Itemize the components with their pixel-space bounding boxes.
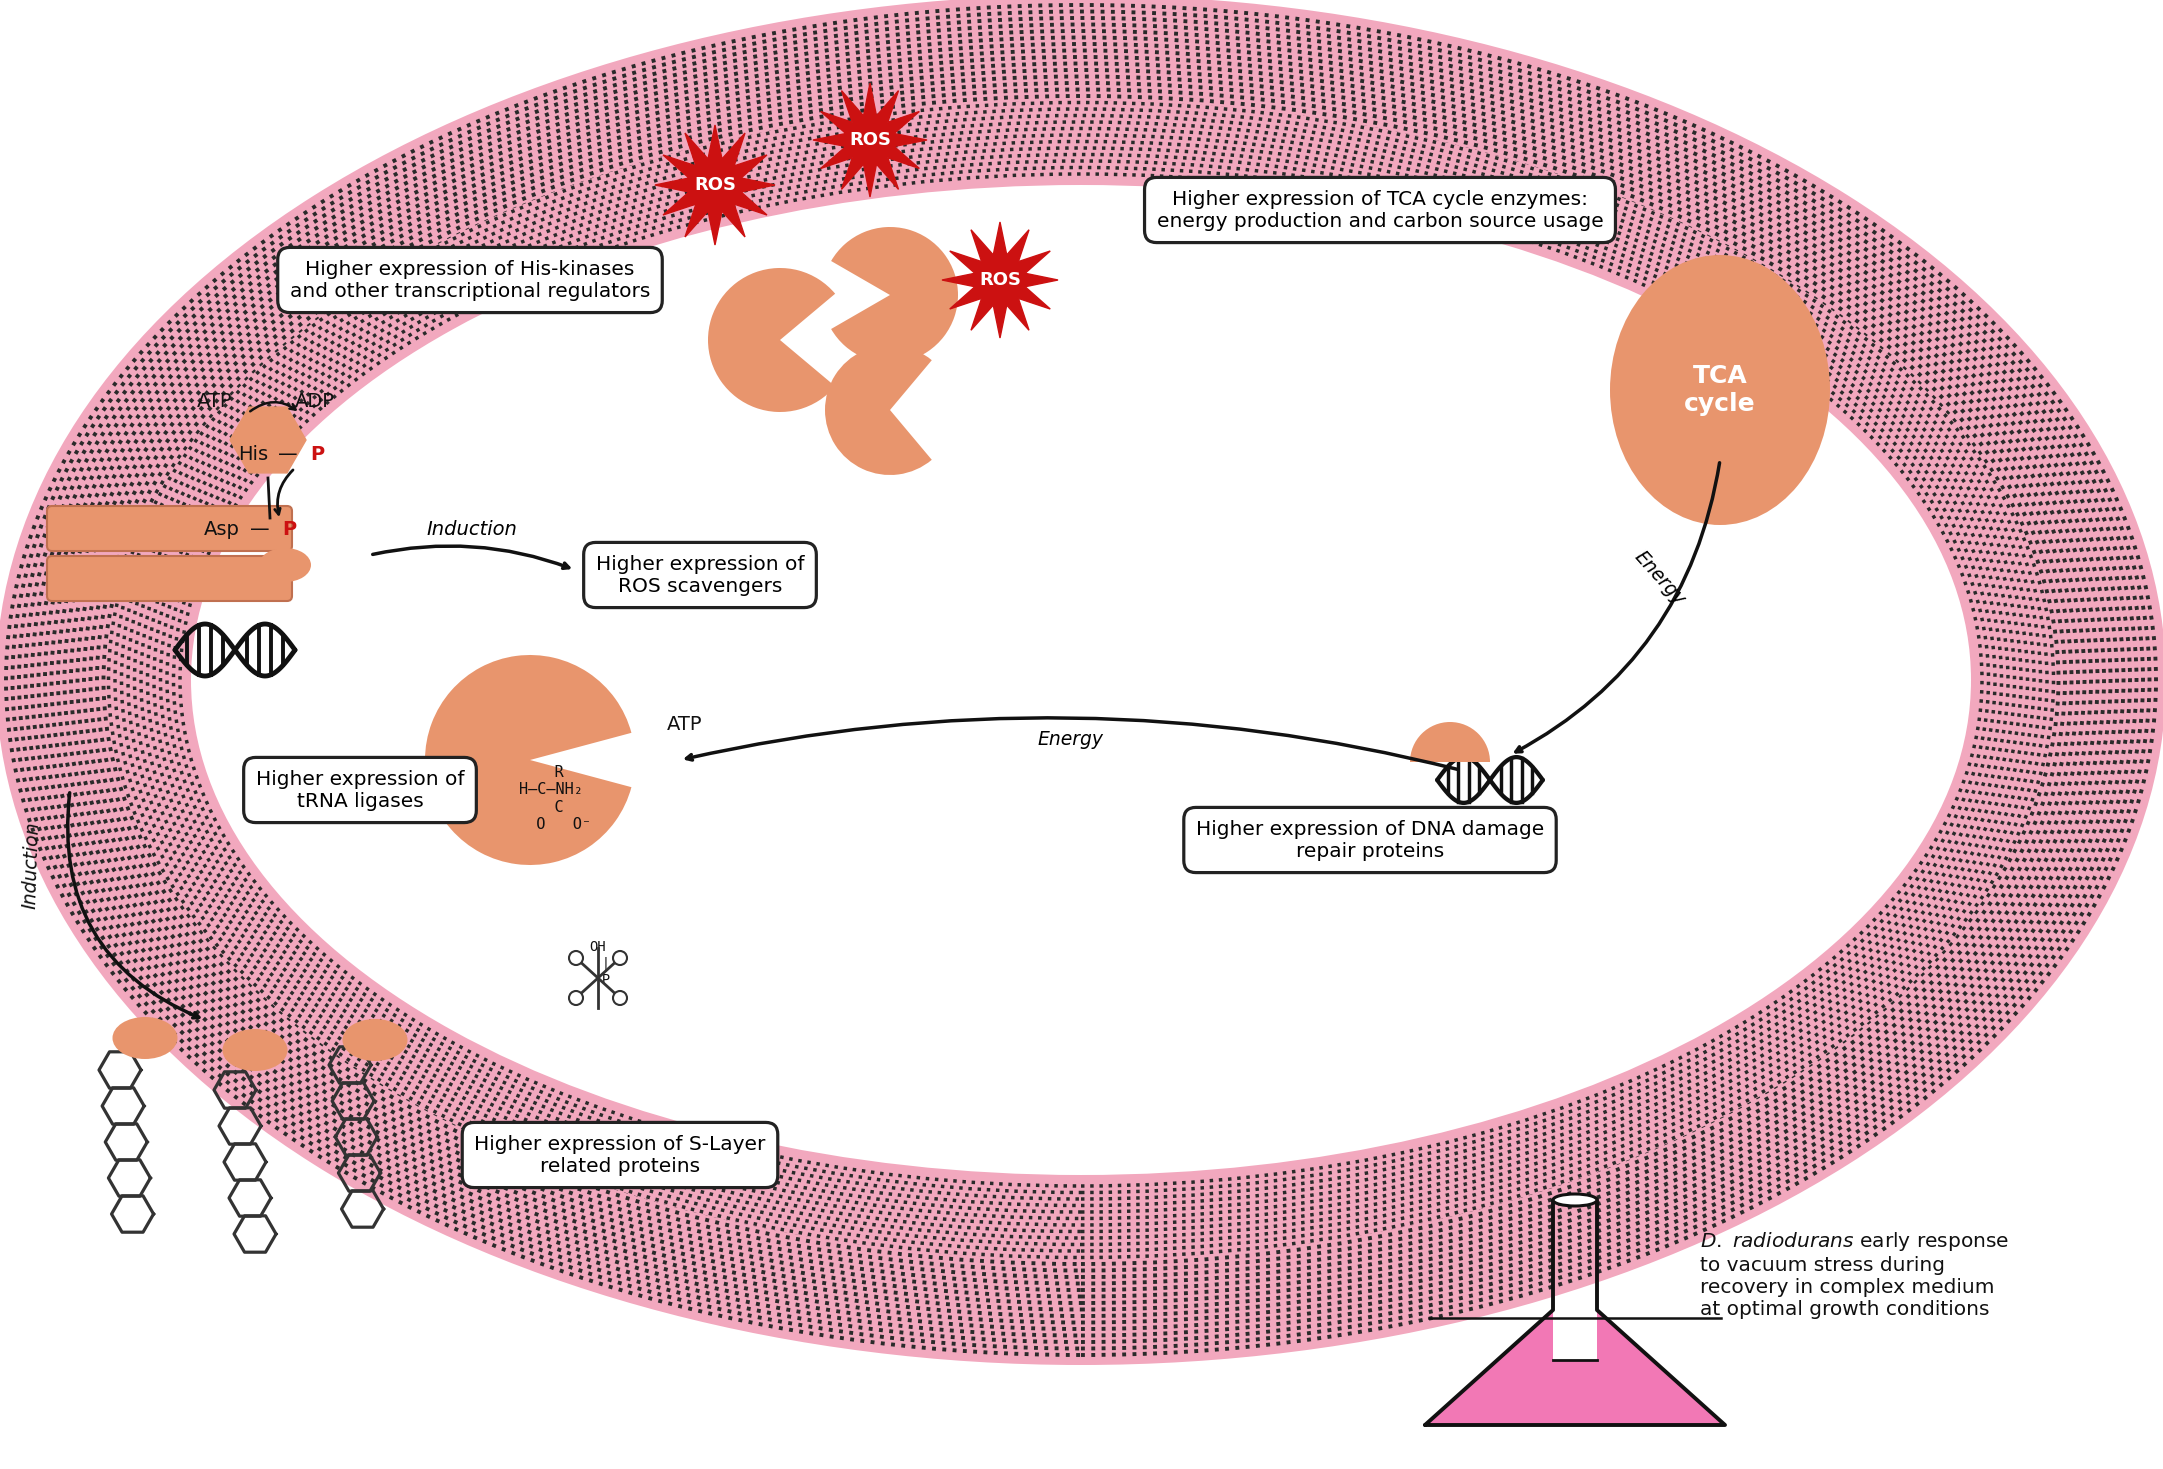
Wedge shape — [424, 655, 632, 865]
Text: ATP: ATP — [666, 715, 703, 734]
Circle shape — [612, 950, 627, 965]
Text: ROS: ROS — [850, 131, 891, 148]
Text: —: — — [251, 520, 270, 539]
Ellipse shape — [112, 1017, 177, 1059]
FancyBboxPatch shape — [48, 505, 292, 551]
Polygon shape — [813, 84, 928, 197]
Text: —: — — [279, 445, 298, 464]
Ellipse shape — [1609, 256, 1830, 524]
Text: P: P — [309, 445, 324, 464]
Text: ROS: ROS — [980, 270, 1021, 289]
Circle shape — [569, 950, 584, 965]
Text: $\it{D.\ radiodurans}$ early response
to vacuum stress during
recovery in comple: $\it{D.\ radiodurans}$ early response to… — [1700, 1230, 2009, 1319]
Text: Induction: Induction — [22, 821, 43, 909]
Polygon shape — [229, 407, 305, 473]
FancyBboxPatch shape — [48, 555, 292, 601]
Wedge shape — [824, 345, 932, 474]
Circle shape — [612, 992, 627, 1005]
Wedge shape — [1410, 721, 1490, 762]
Text: Higher expression of
tRNA ligases: Higher expression of tRNA ligases — [255, 770, 465, 811]
Ellipse shape — [1553, 1194, 1596, 1206]
Text: Higher expression of TCA cycle enzymes:
energy production and carbon source usag: Higher expression of TCA cycle enzymes: … — [1157, 190, 1603, 231]
Text: R
H—C—NH₂
    C
  O   O⁻: R H—C—NH₂ C O O⁻ — [519, 765, 590, 833]
Text: Higher expression of
ROS scavengers: Higher expression of ROS scavengers — [595, 554, 805, 595]
Text: Higher expression of His-kinases
and other transcriptional regulators: Higher expression of His-kinases and oth… — [290, 260, 651, 301]
Polygon shape — [943, 222, 1058, 338]
Text: Asp: Asp — [203, 520, 240, 539]
Text: Higher expression of S-Layer
related proteins: Higher expression of S-Layer related pro… — [474, 1134, 766, 1175]
Text: ROS: ROS — [694, 176, 735, 194]
Ellipse shape — [260, 548, 311, 582]
Text: ADP: ADP — [294, 392, 335, 411]
Text: Energy: Energy — [1036, 730, 1103, 749]
Ellipse shape — [190, 185, 1970, 1175]
Ellipse shape — [223, 1028, 288, 1071]
Ellipse shape — [106, 100, 2057, 1260]
Text: ATP: ATP — [197, 392, 234, 411]
Text: Energy: Energy — [1631, 548, 1689, 610]
Polygon shape — [655, 125, 774, 245]
Text: Higher expression of DNA damage
repair proteins: Higher expression of DNA damage repair p… — [1196, 820, 1544, 861]
Polygon shape — [1425, 1310, 1726, 1425]
Text: His: His — [238, 445, 268, 464]
Wedge shape — [707, 267, 835, 411]
Text: P: P — [281, 520, 296, 539]
Text: Induction: Induction — [426, 520, 517, 539]
Text: OH
  |
  P: OH | P — [586, 940, 610, 987]
Circle shape — [569, 992, 584, 1005]
Wedge shape — [831, 228, 958, 363]
Text: TCA
cycle: TCA cycle — [1685, 364, 1756, 416]
Ellipse shape — [342, 1019, 407, 1061]
Ellipse shape — [0, 0, 2163, 1365]
